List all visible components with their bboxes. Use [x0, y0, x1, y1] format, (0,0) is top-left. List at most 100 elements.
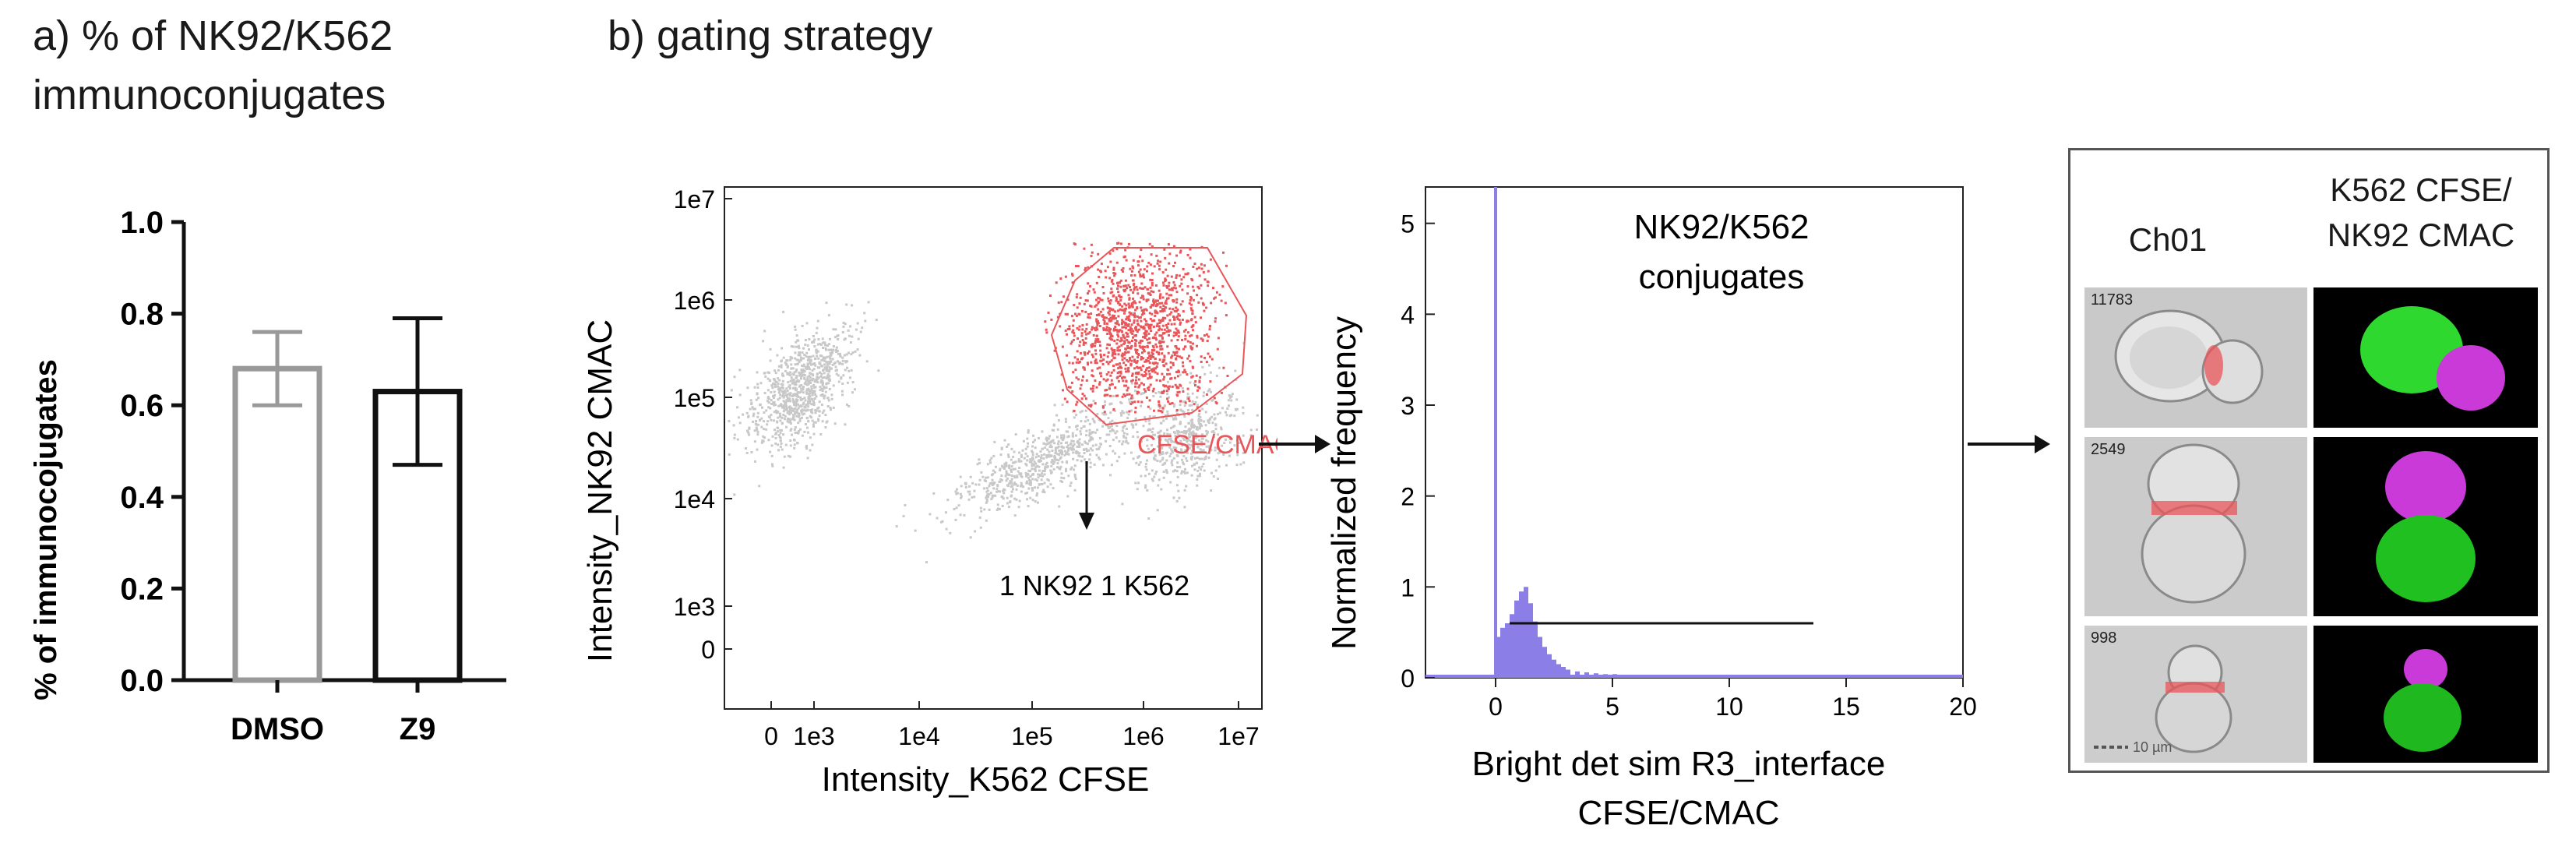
- gated-point: [1206, 340, 1209, 342]
- scatter-point: [1225, 464, 1228, 467]
- scatter-point: [807, 420, 810, 423]
- scatter-point: [1154, 454, 1157, 457]
- scatter-point: [782, 433, 785, 436]
- scatter-point: [1196, 469, 1200, 472]
- scatter-point: [1182, 410, 1184, 413]
- gated-point: [1136, 400, 1140, 404]
- gated-point: [1127, 318, 1130, 321]
- scatter-point: [1156, 509, 1159, 512]
- gated-point: [1101, 298, 1104, 302]
- scatter-point: [1135, 461, 1138, 464]
- scatter-point: [1010, 471, 1013, 474]
- scatter-point: [1166, 410, 1169, 413]
- gated-point: [1115, 320, 1119, 323]
- scatter-point: [1018, 451, 1021, 454]
- gated-point: [1176, 317, 1179, 320]
- gated-point: [1222, 251, 1225, 254]
- scatter-point: [782, 310, 785, 313]
- gated-point: [1142, 273, 1145, 276]
- scatter-point: [790, 376, 793, 379]
- scatter-point: [1110, 402, 1113, 405]
- scatter-point: [1162, 419, 1165, 422]
- scatter-point: [1152, 433, 1155, 436]
- gated-point: [1143, 350, 1146, 353]
- gated-point: [1091, 251, 1094, 254]
- scatter-point: [1150, 435, 1153, 438]
- gated-point: [1140, 340, 1144, 343]
- scatter-point: [800, 369, 803, 372]
- scatter-y-tick-label: 1e3: [674, 593, 715, 621]
- gated-point: [1147, 366, 1151, 369]
- scatter-point: [1134, 417, 1137, 420]
- gated-point: [1155, 299, 1158, 302]
- gated-point: [1077, 378, 1080, 381]
- scatter-point: [1183, 436, 1186, 439]
- gated-point: [1137, 260, 1140, 263]
- gated-point: [1084, 310, 1087, 313]
- scatter-point: [1031, 457, 1034, 459]
- gated-point: [1145, 358, 1148, 361]
- gated-point: [1154, 367, 1158, 370]
- gated-point: [1097, 338, 1100, 341]
- scatter-point: [793, 428, 796, 431]
- scatter-point: [1210, 415, 1213, 418]
- scatter-plot-frame: [724, 186, 1263, 710]
- gated-point: [1139, 316, 1142, 319]
- scatter-point: [816, 319, 819, 323]
- scatter-point: [789, 400, 792, 403]
- scatter-point: [809, 372, 812, 375]
- gated-point: [1131, 372, 1134, 376]
- scatter-point: [1017, 460, 1020, 463]
- scatter-point: [980, 471, 983, 474]
- gated-point: [1122, 270, 1124, 273]
- gated-point: [1173, 318, 1176, 321]
- scatter-point: [1083, 448, 1085, 451]
- gated-point: [1170, 339, 1173, 342]
- scatter-point: [780, 360, 783, 363]
- scatter-point: [781, 390, 784, 393]
- gated-point: [1079, 296, 1082, 299]
- scatter-point: [760, 441, 763, 444]
- gated-point: [1110, 379, 1113, 382]
- scatter-point: [1125, 440, 1128, 443]
- scatter-point: [1234, 369, 1237, 372]
- scatter-point: [1032, 441, 1034, 443]
- gated-point: [1090, 305, 1093, 308]
- scatter-point: [1176, 412, 1179, 415]
- scatter-point: [1256, 428, 1258, 431]
- scatter-point: [1050, 454, 1053, 457]
- scatter-point: [1122, 435, 1125, 437]
- scatter-point: [1039, 450, 1042, 453]
- scatter-point: [791, 398, 795, 401]
- scatter-point: [812, 400, 815, 403]
- scatter-point: [904, 504, 907, 506]
- gated-point: [1103, 322, 1106, 325]
- scatter-point: [946, 499, 950, 502]
- scatter-point: [837, 352, 840, 355]
- scatter-point: [790, 409, 793, 412]
- gated-point: [1125, 370, 1127, 373]
- scatter-point: [1172, 405, 1175, 408]
- scatter-point: [794, 363, 797, 366]
- scatter-point: [1068, 425, 1071, 428]
- gated-point: [1112, 249, 1115, 252]
- scatter-point: [793, 438, 795, 441]
- gated-point: [1084, 353, 1087, 356]
- scatter-point: [1146, 444, 1149, 447]
- gated-point: [1165, 362, 1168, 365]
- scatter-point: [1013, 467, 1017, 471]
- scatter-point: [841, 362, 844, 365]
- gated-point: [1203, 334, 1206, 337]
- scatter-point: [1005, 461, 1008, 464]
- scatter-point: [777, 398, 780, 401]
- scatter-point: [1115, 460, 1119, 463]
- gated-point: [1160, 334, 1163, 337]
- scatter-point: [1073, 488, 1077, 492]
- gated-point: [1145, 309, 1148, 312]
- scatter-point: [1239, 463, 1242, 466]
- scatter-point: [1000, 496, 1003, 498]
- scatter-point: [788, 418, 791, 421]
- scatter-point: [1045, 461, 1048, 464]
- gated-point: [1170, 275, 1173, 278]
- gated-point: [1171, 354, 1174, 358]
